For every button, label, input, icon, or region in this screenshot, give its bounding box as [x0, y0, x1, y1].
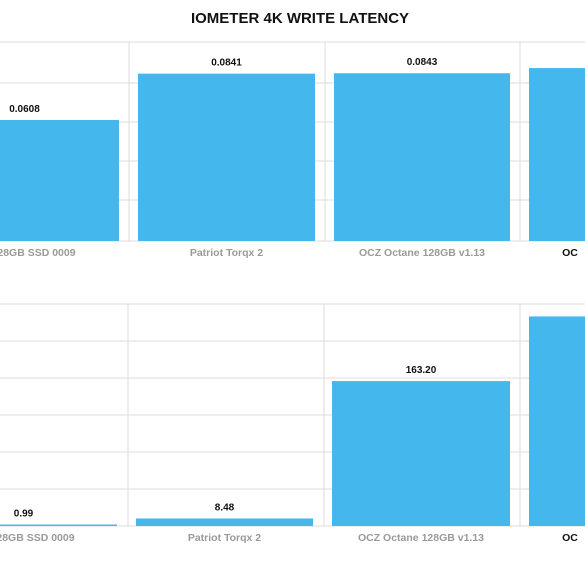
bar	[529, 316, 585, 526]
chart-panel-latency: 0.0608 m4 128GB SSD 0009 0.0841 Patriot Tor…	[0, 41, 585, 259]
bar	[529, 68, 585, 241]
data-label: 163.20	[406, 365, 437, 376]
data-label: 8.48	[215, 502, 235, 513]
data-label: 0.99	[14, 509, 34, 520]
bar	[136, 518, 313, 526]
category-label: OCZ Octane 128GB v1.13	[358, 532, 484, 544]
bar	[332, 381, 510, 526]
data-label: 0.0843	[407, 57, 438, 68]
category-label: OC	[562, 247, 578, 259]
category-label: m4 128GB SSD 0009	[0, 532, 75, 544]
bar	[334, 73, 510, 241]
category-label: OCZ Octane 128GB v1.13	[359, 247, 485, 259]
category-label: Patriot Torqx 2	[190, 247, 263, 259]
data-label: 0.0841	[211, 58, 242, 69]
bar	[138, 73, 315, 242]
category-label: Patriot Torqx 2	[188, 532, 261, 544]
bar	[0, 524, 117, 526]
bar	[0, 120, 119, 241]
chart-panel-secondary: 0.99 m4 128GB SSD 0009 8.48 Patriot Torqx 2…	[0, 303, 585, 544]
chart-title: IOMETER 4K WRITE LATENCY	[191, 10, 409, 27]
category-label: OC	[562, 532, 578, 544]
data-label: 0.0608	[9, 104, 40, 115]
category-label: m4 128GB SSD 0009	[0, 247, 76, 259]
